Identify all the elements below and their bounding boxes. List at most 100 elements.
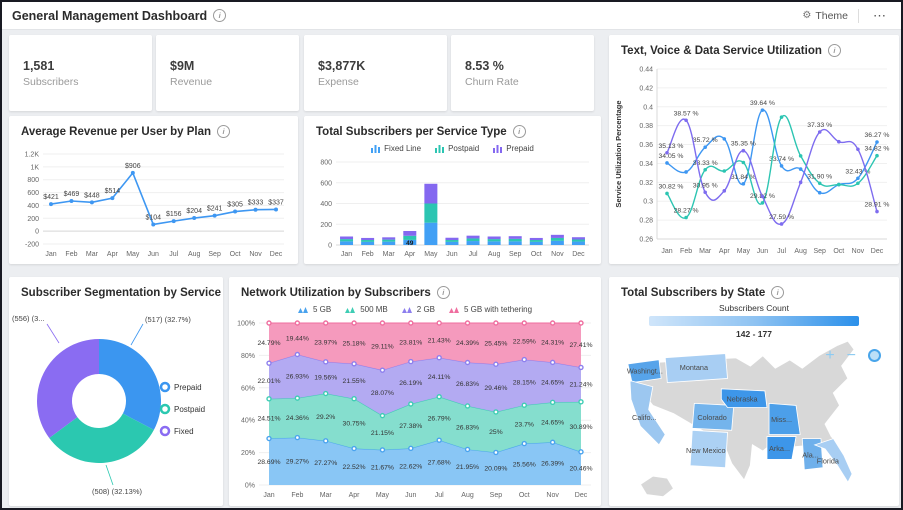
chart-title: Average Revenue per User by Plan xyxy=(21,125,212,138)
donut-slice-postpaid[interactable] xyxy=(49,413,154,463)
segmentation-donut-canvas[interactable]: (517) (32.7%) (556) (3... (508) (32.13%) Pr… xyxy=(9,301,221,501)
svg-text:Aug: Aug xyxy=(794,248,807,255)
gear-icon: ⚙ xyxy=(802,10,812,21)
info-icon[interactable]: i xyxy=(827,44,841,57)
svg-text:33.74 %: 33.74 % xyxy=(769,156,794,163)
svg-text:Mar: Mar xyxy=(383,251,396,258)
svg-text:200: 200 xyxy=(27,216,39,223)
info-icon[interactable]: i xyxy=(512,125,526,138)
network-utilization-canvas[interactable]: 0% 20% 40% 60% 80% 100% 28.69% 29.27% 27.27% 22.5… xyxy=(229,317,599,501)
svg-text:Dec: Dec xyxy=(871,248,884,255)
svg-text:34.05 %: 34.05 % xyxy=(659,153,684,160)
svg-text:Arka...: Arka... xyxy=(769,444,790,453)
kpi-card-revenue: $9M Revenue xyxy=(156,35,299,111)
svg-text:Prepaid: Prepaid xyxy=(174,383,202,392)
info-icon[interactable]: i xyxy=(217,125,231,138)
svg-text:Dec: Dec xyxy=(575,492,588,499)
legend-item-500-mb[interactable]: 500 MB xyxy=(345,305,388,314)
svg-text:Mar: Mar xyxy=(86,251,99,258)
map-zoom-in-icon[interactable]: + xyxy=(825,346,835,364)
svg-text:Mar: Mar xyxy=(699,248,712,255)
donut-slice-fixed[interactable] xyxy=(37,339,99,438)
svg-text:34.82 %: 34.82 % xyxy=(865,146,890,153)
svg-text:Jun: Jun xyxy=(757,248,768,255)
svg-text:0.38: 0.38 xyxy=(639,123,653,130)
legend-item-fixed-line[interactable]: Fixed Line xyxy=(371,144,421,153)
chart-title: Network Utilization by Subscribers xyxy=(241,286,431,299)
svg-text:26.19%: 26.19% xyxy=(399,380,422,387)
svg-text:49: 49 xyxy=(406,240,414,247)
svg-text:30.82 %: 30.82 % xyxy=(659,183,684,190)
svg-text:24.65%: 24.65% xyxy=(541,419,564,426)
state-new_mexico[interactable] xyxy=(689,429,728,469)
svg-text:0.44: 0.44 xyxy=(639,67,653,74)
legend-item-5-gb[interactable]: 5 GB xyxy=(297,304,332,314)
svg-text:37.33 %: 37.33 % xyxy=(807,122,832,129)
us-map-canvas[interactable]: Washingt... Montana Califo... Colorado New M… xyxy=(611,339,897,503)
state-washington[interactable] xyxy=(627,359,662,384)
theme-button[interactable]: ⚙ Theme xyxy=(802,10,848,22)
legend-label: Prepaid xyxy=(506,143,534,153)
kpi-card-expense: $3,877K Expense xyxy=(304,35,447,111)
arpu-chart-canvas[interactable]: -200 0 200 400 600 800 1K 1.2K $421 $469 $448 $514 $… xyxy=(9,140,296,260)
svg-text:22.62%: 22.62% xyxy=(399,464,422,471)
svg-text:$421: $421 xyxy=(43,194,59,201)
svg-text:0.26: 0.26 xyxy=(639,237,653,244)
legend-item-fixed[interactable]: Fixed xyxy=(159,425,194,437)
svg-text:May: May xyxy=(376,492,390,499)
svg-text:25%: 25% xyxy=(489,429,503,436)
svg-text:0.3: 0.3 xyxy=(643,199,653,206)
kpi-label: Revenue xyxy=(170,76,213,88)
donut-slice-prepaid[interactable] xyxy=(99,339,161,430)
legend-item-postpaid[interactable]: Postpaid xyxy=(159,403,205,415)
legend-label: 5 GB xyxy=(312,304,332,314)
svg-text:Jan: Jan xyxy=(341,251,352,258)
svg-text:1K: 1K xyxy=(30,164,39,171)
svg-text:22.01%: 22.01% xyxy=(257,378,280,385)
service-utilization-chart-canvas[interactable]: 0.26 0.28 0.3 0.32 0.34 0.36 0.38 0.4 0.42 0.44 Se… xyxy=(609,59,897,259)
svg-text:21.67%: 21.67% xyxy=(371,464,394,471)
svg-text:28.27 %: 28.27 % xyxy=(674,208,699,215)
kpi-value: $3,877K xyxy=(318,59,366,73)
state-nebraska[interactable] xyxy=(720,388,768,408)
svg-text:29.27%: 29.27% xyxy=(286,458,309,465)
svg-text:28.15%: 28.15% xyxy=(513,379,536,386)
legend-item-prepaid[interactable]: Prepaid xyxy=(159,381,202,393)
state-colorado[interactable] xyxy=(691,402,735,431)
legend-item-postpaid[interactable]: Postpaid xyxy=(435,144,479,153)
kpi-value: $9M xyxy=(170,59,195,73)
dashboard-info-icon[interactable]: i xyxy=(213,9,227,22)
svg-text:100%: 100% xyxy=(237,321,255,328)
svg-text:24.11%: 24.11% xyxy=(428,374,451,381)
svg-text:30.75%: 30.75% xyxy=(343,421,366,428)
subscribers-bar-chart-canvas[interactable]: 0 200 400 600 800 Jan Feb Mar 49 Apr May Jun Jul Aug S… xyxy=(304,156,599,260)
state-florida[interactable] xyxy=(813,438,853,484)
svg-text:23.97%: 23.97% xyxy=(314,339,337,346)
card-arpu: Average Revenue per User by Plan i -200 0 2… xyxy=(9,116,298,264)
app-header: General Management Dashboard i ⚙ Theme ⋯ xyxy=(2,2,901,30)
legend-label: 500 MB xyxy=(360,304,388,314)
svg-text:39.64 %: 39.64 % xyxy=(750,100,775,107)
more-options-icon[interactable]: ⋯ xyxy=(873,7,887,23)
legend-item-prepaid[interactable]: Prepaid xyxy=(493,144,534,153)
kpi-label: Churn Rate xyxy=(465,76,519,88)
card-segmentation: Subscriber Segmentation by Service Typei… xyxy=(9,277,223,506)
state-arkansas[interactable] xyxy=(766,436,797,460)
svg-text:Feb: Feb xyxy=(65,251,77,258)
info-icon[interactable]: i xyxy=(771,286,785,299)
map-zoom-out-icon[interactable]: − xyxy=(846,346,856,364)
info-icon[interactable]: i xyxy=(436,286,450,299)
svg-text:26.83%: 26.83% xyxy=(456,381,479,388)
svg-text:Florida: Florida xyxy=(817,457,840,466)
legend-label: Fixed Line xyxy=(384,143,422,153)
state-missouri[interactable] xyxy=(768,402,801,435)
legend-item-5-gb-with-tethering[interactable]: 5 GB with tethering xyxy=(449,305,532,314)
legend-item-2-gb[interactable]: 2 GB xyxy=(401,305,435,314)
svg-text:$514: $514 xyxy=(105,188,121,195)
state-california[interactable] xyxy=(629,379,666,446)
svg-text:Feb: Feb xyxy=(291,492,303,499)
map-reset-icon[interactable] xyxy=(868,349,881,362)
svg-text:Oct: Oct xyxy=(230,251,241,258)
state-montana[interactable] xyxy=(664,353,728,384)
svg-text:21.15%: 21.15% xyxy=(371,430,394,437)
